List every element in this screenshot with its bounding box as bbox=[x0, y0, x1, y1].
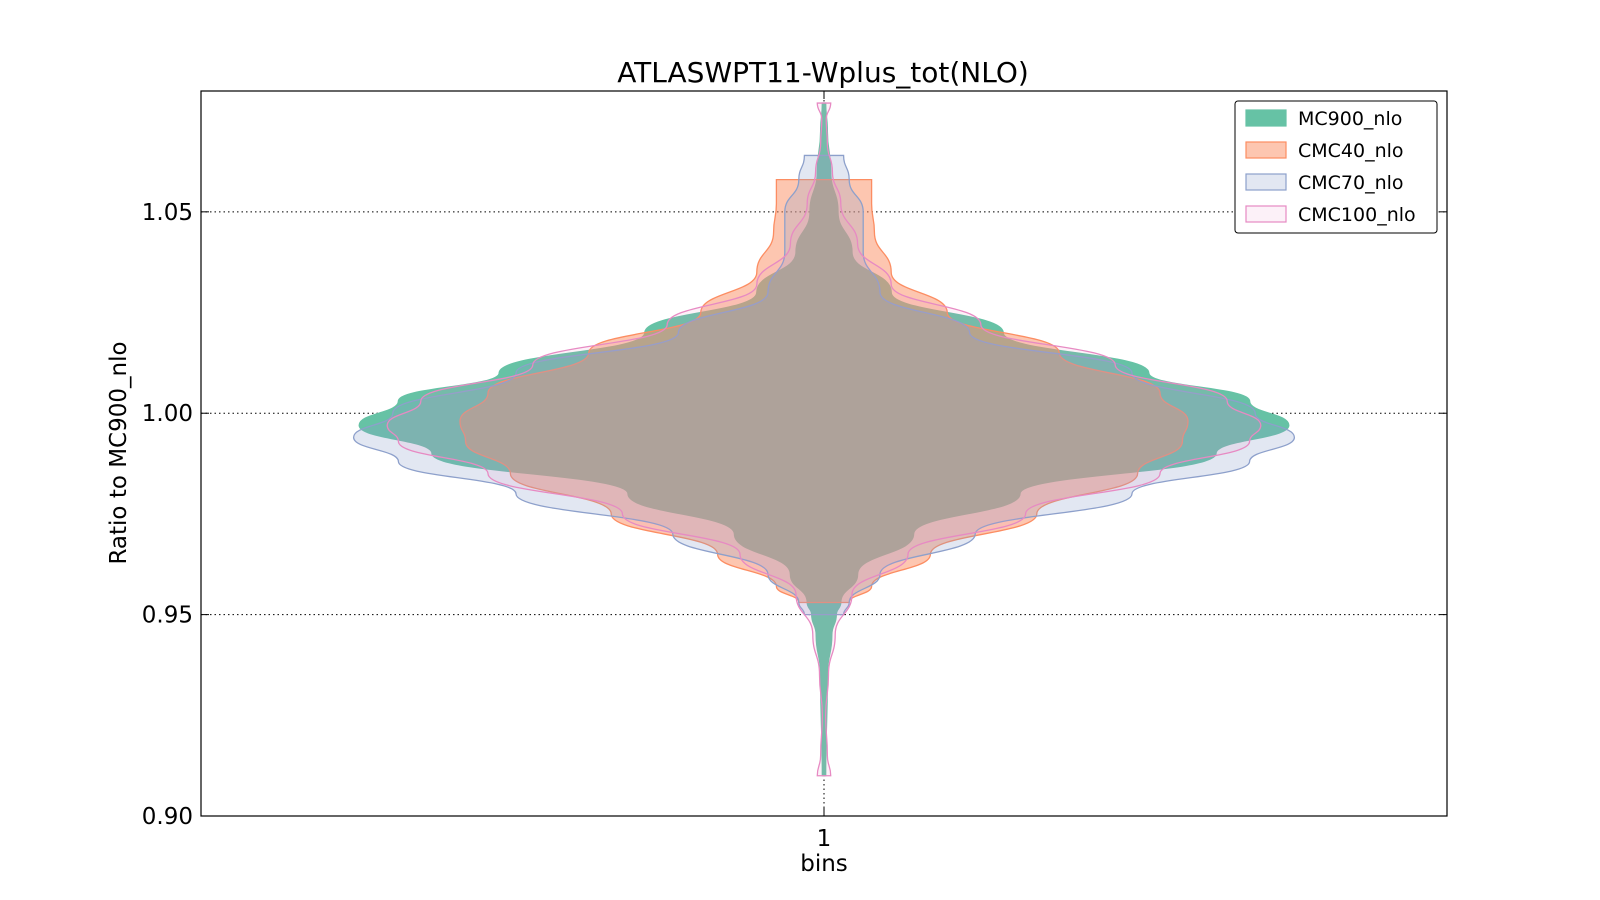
x-axis-ticks: 1 bbox=[817, 91, 832, 852]
y-axis-label: Ratio to MC900_nlo bbox=[106, 341, 132, 564]
legend-swatch bbox=[1245, 109, 1287, 127]
legend-frame bbox=[1234, 100, 1438, 234]
y-axis-ticks: 0.90 0.95 1.00 1.05 bbox=[142, 200, 1447, 830]
legend-label: CMC40_nlo bbox=[1298, 140, 1404, 162]
legend-swatch bbox=[1245, 173, 1287, 191]
legend-label: CMC70_nlo bbox=[1298, 172, 1404, 194]
violin-cmc40-nlo bbox=[459, 178, 1189, 604]
y-tick-label: 1.00 bbox=[142, 401, 193, 427]
legend-label: MC900_nlo bbox=[1298, 108, 1402, 130]
chart-title: ATLASWPT11-Wplus_tot(NLO) bbox=[617, 56, 1029, 89]
y-tick-label: 0.90 bbox=[142, 804, 193, 830]
legend: MC900_nlo CMC40_nlo CMC70_nlo CMC100_nlo bbox=[1234, 100, 1438, 234]
violin-layer bbox=[352, 102, 1296, 777]
violin-cmc100-nlo bbox=[386, 102, 1262, 777]
y-tick-label: 0.95 bbox=[142, 603, 193, 629]
legend-swatch bbox=[1245, 205, 1287, 223]
legend-label: CMC100_nlo bbox=[1298, 204, 1416, 226]
y-tick-label: 1.05 bbox=[142, 200, 193, 226]
x-tick-label: 1 bbox=[817, 826, 832, 852]
legend-swatch bbox=[1245, 141, 1287, 159]
x-axis-label: bins bbox=[800, 851, 848, 877]
